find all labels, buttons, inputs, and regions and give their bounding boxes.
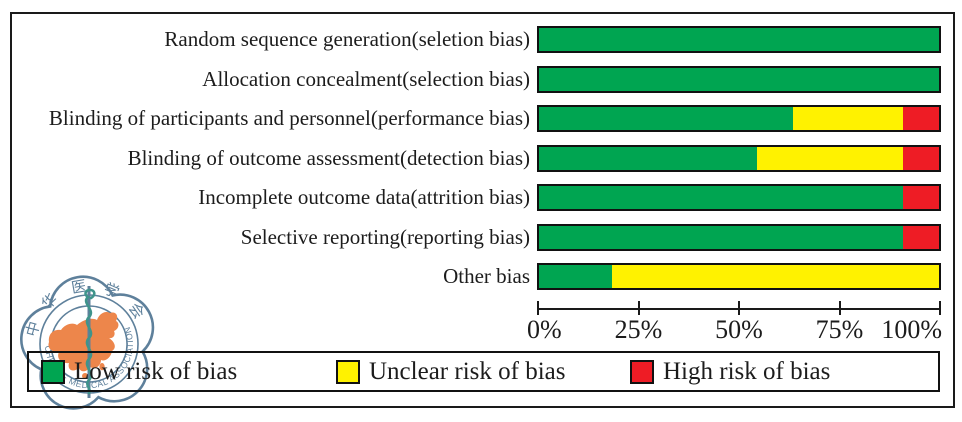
legend-swatch-icon bbox=[630, 359, 654, 384]
chart-row: Incomplete outcome data(attrition bias) bbox=[0, 184, 962, 211]
stacked-bar bbox=[537, 65, 941, 93]
chart-row: Blinding of outcome assessment(detection… bbox=[0, 144, 962, 172]
logo-china-map bbox=[48, 311, 119, 379]
axis-tick-label: 50% bbox=[715, 315, 763, 344]
bar-segment-unclear bbox=[757, 146, 903, 170]
bar-segment-low bbox=[539, 186, 903, 209]
chart-row: Blinding of participants and personnel(p… bbox=[0, 105, 962, 132]
axis-tick bbox=[537, 301, 539, 315]
stacked-bar bbox=[537, 184, 941, 211]
chart-row: Random sequence generation(seletion bias… bbox=[0, 26, 962, 53]
bar-segment-unclear bbox=[793, 107, 903, 130]
logo-chinese-char: 中 bbox=[22, 319, 43, 338]
bar-segment-low bbox=[539, 225, 903, 249]
axis-tick bbox=[838, 301, 841, 315]
category-label: Allocation concealment(selection bias) bbox=[202, 66, 530, 91]
legend-item-label: Unclear risk of bias bbox=[369, 357, 566, 385]
logo-chinese-char: 会 bbox=[125, 299, 148, 322]
stacked-bar bbox=[537, 26, 941, 53]
category-label: Blinding of participants and personnel(p… bbox=[48, 106, 530, 130]
bar-segment-low bbox=[539, 107, 794, 130]
chart-row: Allocation concealment(selection bias) bbox=[0, 65, 962, 93]
stacked-bar bbox=[537, 105, 941, 132]
category-label: Selective reporting(reporting bias) bbox=[240, 224, 530, 249]
logo-chinese-char: 学 bbox=[101, 279, 122, 301]
axis-tick bbox=[939, 301, 941, 315]
axis-tick bbox=[738, 301, 740, 315]
logo-snake bbox=[84, 288, 96, 395]
axis-tick bbox=[637, 301, 640, 315]
legend-item-label: High risk of bias bbox=[663, 357, 831, 385]
bar-segment-unclear bbox=[611, 265, 939, 288]
logo-chinese-char: 医 bbox=[70, 277, 88, 297]
stacked-bar bbox=[537, 223, 941, 251]
axis-tick-label: 25% bbox=[614, 315, 663, 344]
bar-segment-low bbox=[539, 67, 939, 91]
category-label: Random sequence generation(seletion bias… bbox=[164, 27, 530, 51]
bar-segment-low bbox=[539, 265, 612, 288]
logo-petal-border bbox=[20, 275, 155, 410]
bar-segment-high bbox=[902, 225, 939, 249]
category-label: Other bias bbox=[443, 264, 530, 288]
bar-segment-low bbox=[539, 28, 939, 51]
legend-item-high: High risk of bias bbox=[630, 353, 830, 390]
bar-segment-high bbox=[902, 146, 939, 170]
axis-tick-label: 100% bbox=[881, 315, 942, 344]
bar-segment-high bbox=[902, 186, 939, 209]
chart-row: Other bias bbox=[0, 263, 962, 290]
bar-segment-high bbox=[902, 107, 939, 130]
legend-swatch-icon bbox=[336, 359, 360, 384]
logo-inner-circle bbox=[50, 305, 128, 383]
legend-swatch-icon bbox=[41, 359, 65, 384]
legend-box: Low risk of bias Unclear risk of bias High… bbox=[27, 351, 940, 392]
axis-tick-label: 0% bbox=[527, 315, 562, 344]
legend-item-unclear: Unclear risk of bias bbox=[336, 353, 565, 390]
legend-item-low: Low risk of bias bbox=[41, 353, 237, 390]
category-label: Blinding of outcome assessment(detection… bbox=[127, 145, 530, 170]
stacked-bar bbox=[537, 263, 941, 290]
chart-row: Selective reporting(reporting bias) bbox=[0, 223, 962, 251]
stacked-bar bbox=[537, 144, 941, 172]
axis-tick-label: 75% bbox=[815, 315, 864, 344]
legend-item-label: Low risk of bias bbox=[74, 357, 238, 385]
category-label: Incomplete outcome data(attrition bias) bbox=[198, 185, 530, 209]
bar-segment-low bbox=[539, 146, 757, 170]
